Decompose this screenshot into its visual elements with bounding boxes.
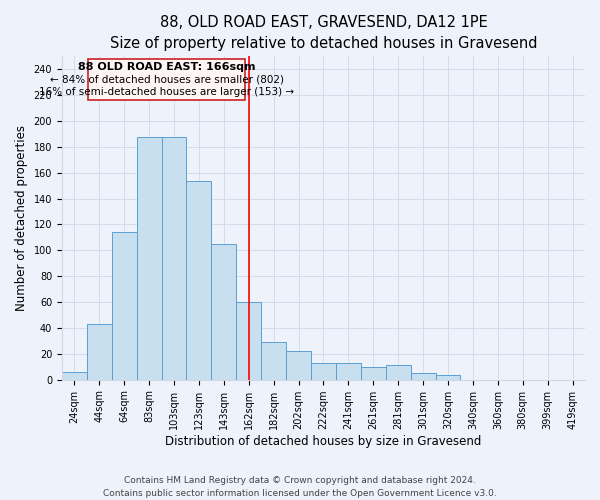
- Bar: [361, 367, 386, 380]
- Bar: [410, 374, 436, 380]
- Text: Contains HM Land Registry data © Crown copyright and database right 2024.
Contai: Contains HM Land Registry data © Crown c…: [103, 476, 497, 498]
- Bar: [62, 372, 87, 380]
- Title: 88, OLD ROAD EAST, GRAVESEND, DA12 1PE
Size of property relative to detached hou: 88, OLD ROAD EAST, GRAVESEND, DA12 1PE S…: [110, 15, 537, 51]
- Bar: [436, 374, 460, 380]
- Bar: [112, 232, 137, 380]
- Y-axis label: Number of detached properties: Number of detached properties: [15, 125, 28, 311]
- Bar: [286, 352, 311, 380]
- X-axis label: Distribution of detached houses by size in Gravesend: Distribution of detached houses by size …: [165, 434, 482, 448]
- Text: ← 84% of detached houses are smaller (802): ← 84% of detached houses are smaller (80…: [50, 74, 284, 85]
- Text: 88 OLD ROAD EAST: 166sqm: 88 OLD ROAD EAST: 166sqm: [78, 62, 255, 72]
- Text: 16% of semi-detached houses are larger (153) →: 16% of semi-detached houses are larger (…: [39, 88, 294, 98]
- Bar: [386, 366, 410, 380]
- Bar: [336, 363, 361, 380]
- Bar: [87, 324, 112, 380]
- Bar: [137, 136, 161, 380]
- Bar: [236, 302, 261, 380]
- FancyBboxPatch shape: [88, 59, 245, 100]
- Bar: [161, 136, 187, 380]
- Bar: [261, 342, 286, 380]
- Bar: [311, 363, 336, 380]
- Bar: [187, 180, 211, 380]
- Bar: [211, 244, 236, 380]
